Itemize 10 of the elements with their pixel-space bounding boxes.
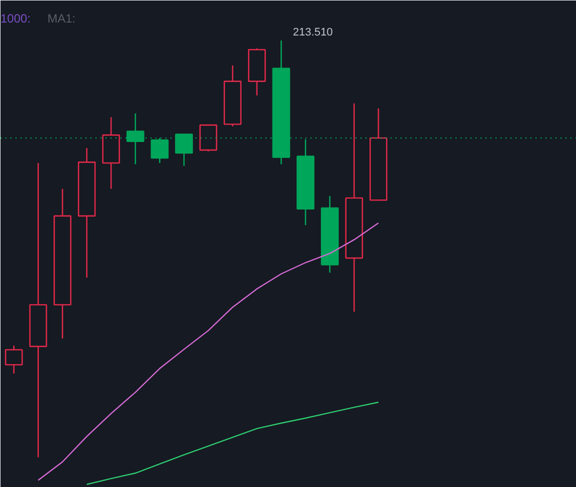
candlestick xyxy=(54,188,72,340)
text: 213.510 xyxy=(292,26,333,39)
candlestick xyxy=(78,147,96,278)
candlestick xyxy=(102,116,120,190)
candlestick xyxy=(4,344,23,374)
candlestick xyxy=(29,162,48,458)
text: 1000: xyxy=(0,12,31,26)
text: MA1: xyxy=(48,12,76,26)
candlestick xyxy=(320,195,339,274)
candlestick xyxy=(345,102,364,312)
